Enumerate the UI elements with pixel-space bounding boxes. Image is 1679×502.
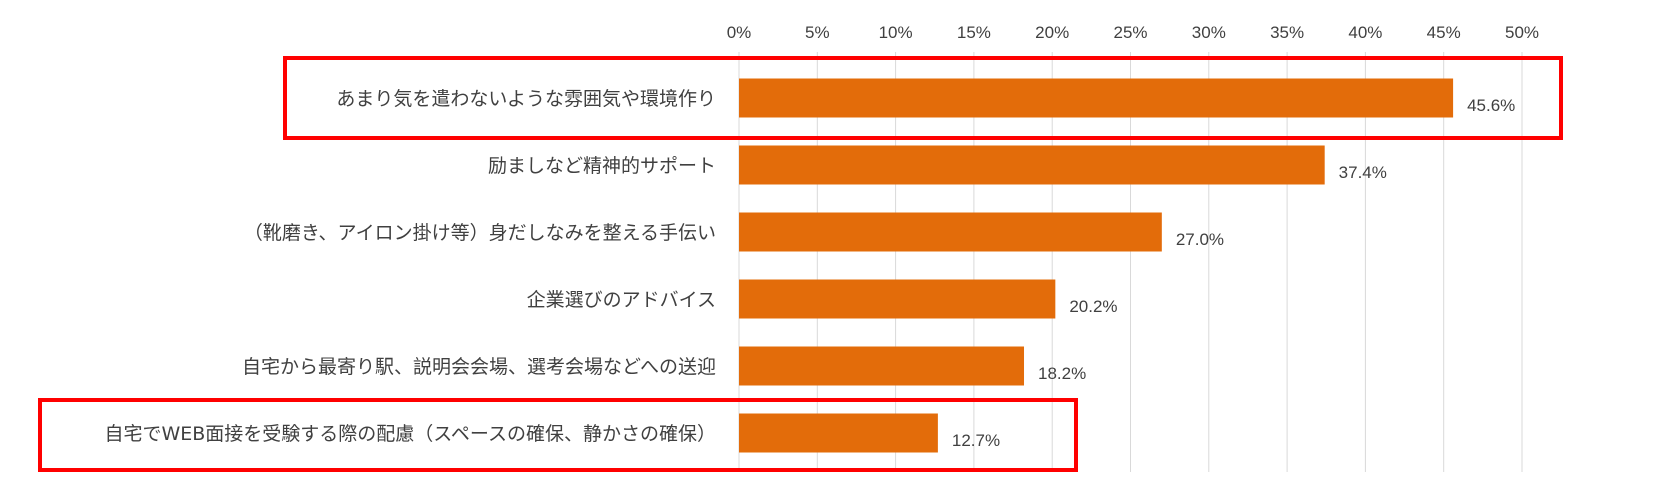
highlight-boxes bbox=[38, 56, 1563, 472]
x-tick-label: 20% bbox=[1035, 23, 1069, 42]
category-label: 自宅から最寄り駅、説明会会場、選考会場などへの送迎 bbox=[242, 356, 716, 378]
x-tick-label: 30% bbox=[1192, 23, 1226, 42]
bar bbox=[739, 413, 938, 453]
data-label: 37.4% bbox=[1339, 163, 1387, 182]
data-label: 20.2% bbox=[1069, 297, 1117, 316]
bars bbox=[739, 78, 1454, 453]
data-label: 45.6% bbox=[1467, 96, 1515, 115]
data-label: 27.0% bbox=[1176, 230, 1224, 249]
x-tick-label: 25% bbox=[1113, 23, 1147, 42]
data-label: 18.2% bbox=[1038, 364, 1086, 383]
category-label: 企業選びのアドバイス bbox=[527, 289, 716, 311]
x-axis-ticks: 0% 5% 10% 15% 20% 25% 30% 35% 40% 45% 50% bbox=[727, 23, 1539, 42]
x-tick-label: 35% bbox=[1270, 23, 1304, 42]
category-label: 自宅でWEB面接を受験する際の配慮（スペースの確保、静かさの確保） bbox=[104, 423, 716, 445]
bar bbox=[739, 145, 1325, 185]
bar bbox=[739, 78, 1454, 118]
x-tick-label: 40% bbox=[1348, 23, 1382, 42]
highlight-box bbox=[283, 56, 1563, 140]
value-labels: 45.6% 37.4% 27.0% 20.2% 18.2% 12.7% bbox=[952, 96, 1515, 450]
x-tick-label: 0% bbox=[727, 23, 752, 42]
highlight-box bbox=[38, 398, 1078, 472]
bar bbox=[739, 212, 1162, 252]
category-label: （靴磨き、アイロン掛け等）身だしなみを整える手伝い bbox=[244, 222, 716, 244]
x-tick-label: 50% bbox=[1505, 23, 1539, 42]
bar bbox=[739, 346, 1025, 386]
x-tick-label: 5% bbox=[805, 23, 830, 42]
bar bbox=[739, 279, 1056, 319]
category-label: あまり気を遣わないような雰囲気や環境作り bbox=[336, 88, 716, 110]
x-tick-label: 15% bbox=[957, 23, 991, 42]
category-label: 励ましなど精神的サポート bbox=[488, 155, 716, 177]
x-tick-label: 10% bbox=[879, 23, 913, 42]
x-tick-label: 45% bbox=[1427, 23, 1461, 42]
gridlines bbox=[738, 52, 1523, 472]
data-label: 12.7% bbox=[952, 431, 1000, 450]
